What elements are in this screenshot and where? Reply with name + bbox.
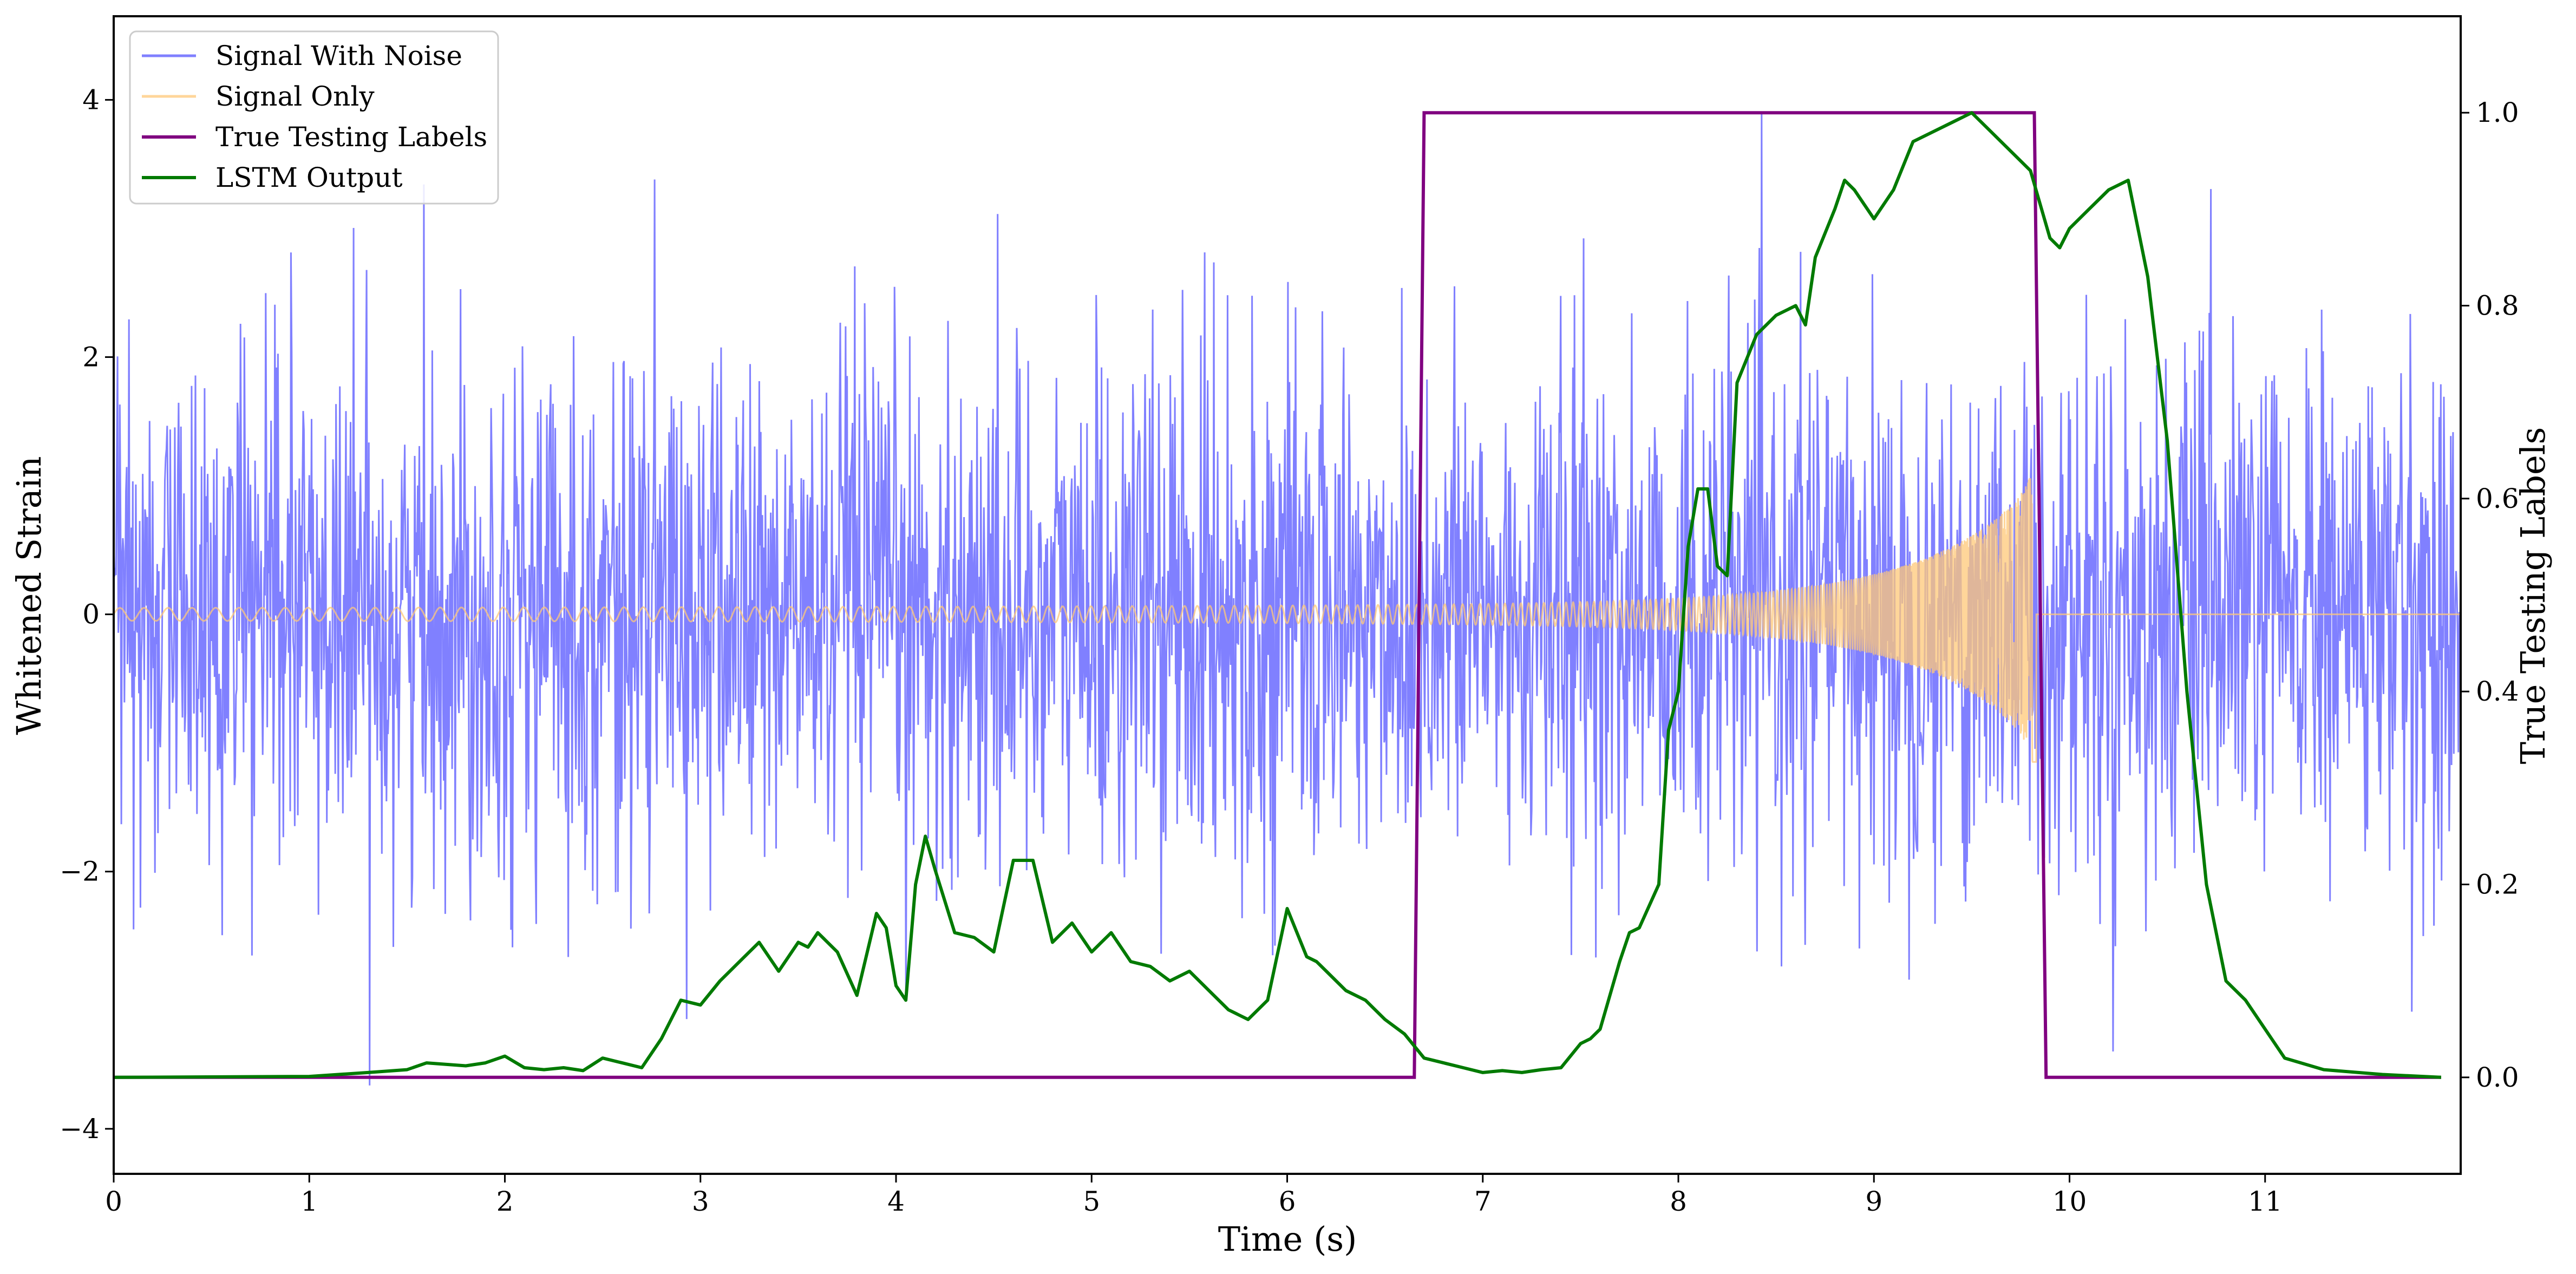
series-lstm-output — [114, 111, 2442, 1079]
series-signal-with-noise — [114, 112, 2461, 1086]
x-tick-label: 7 — [1474, 1186, 1492, 1217]
legend-box — [129, 30, 499, 205]
x-tick-label: 3 — [692, 1186, 709, 1217]
y-tick-label: 4 — [82, 84, 100, 115]
y-tick-label: −2 — [60, 856, 100, 887]
x-tick-label: 8 — [1670, 1186, 1687, 1217]
plot-area — [114, 111, 2461, 1086]
y-tick-label: 2 — [82, 342, 100, 373]
y2-tick-label: 0.6 — [2476, 483, 2519, 514]
y2-tick-label: 0.8 — [2476, 290, 2519, 322]
y2-tick-label: 0.2 — [2476, 869, 2519, 900]
y-tick-label: −4 — [60, 1113, 100, 1145]
x-axis-label: Time (s) — [1218, 1219, 1357, 1259]
x-tick-label: 10 — [2052, 1186, 2087, 1217]
y-tick-label: 0 — [82, 599, 100, 630]
legend-label: LSTM Output — [215, 162, 402, 193]
y2-axis-label: True Testing Labels — [2513, 427, 2553, 765]
x-tick-label: 5 — [1083, 1186, 1100, 1217]
series-signal-only — [114, 478, 2461, 763]
legend-label: Signal With Noise — [215, 40, 462, 71]
x-tick-label: 9 — [1865, 1186, 1882, 1217]
x-tick-label: 11 — [2248, 1186, 2283, 1217]
y-axis-right: 0.0 0.2 0.4 0.6 0.8 1.0 — [2461, 97, 2519, 1093]
x-axis: 0 1 2 3 4 5 6 7 8 9 10 11 — [105, 1174, 2283, 1217]
y2-tick-label: 0.0 — [2476, 1062, 2519, 1093]
series-true-testing-labels — [114, 111, 2441, 1079]
y2-tick-label: 1.0 — [2476, 97, 2519, 128]
y2-tick-label: 0.4 — [2476, 676, 2519, 707]
legend-label: True Testing Labels — [215, 121, 487, 153]
x-tick-label: 2 — [496, 1186, 514, 1217]
x-tick-label: 0 — [105, 1186, 122, 1217]
legend-label: Signal Only — [215, 81, 375, 112]
x-tick-label: 4 — [887, 1186, 905, 1217]
y-axis-left: −4 −2 0 2 4 — [60, 84, 114, 1145]
y-axis-label: Whitened Strain — [9, 456, 49, 735]
x-tick-label: 6 — [1279, 1186, 1296, 1217]
legend: Signal With Noise Signal Only True Testing… — [129, 30, 499, 205]
x-tick-label: 1 — [300, 1186, 318, 1217]
